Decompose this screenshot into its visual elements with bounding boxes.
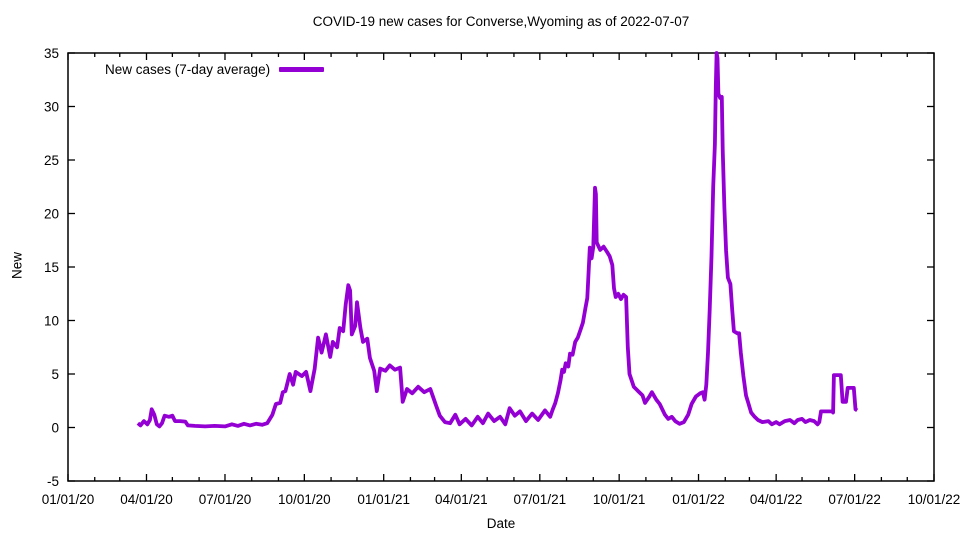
x-tick-label: 04/01/21 [435, 492, 488, 507]
x-tick-label: 04/01/20 [120, 492, 173, 507]
y-tick-label: -5 [47, 474, 59, 489]
x-tick-label: 04/01/22 [750, 492, 803, 507]
y-tick-label: 0 [51, 420, 59, 435]
legend-label: New cases (7-day average) [105, 62, 271, 77]
y-tick-label: 25 [44, 153, 59, 168]
y-tick-label: 10 [44, 313, 59, 328]
y-tick-label: 20 [44, 206, 59, 221]
x-tick-label: 07/01/21 [514, 492, 567, 507]
legend: New cases (7-day average) [105, 62, 325, 77]
tick-marks [67, 52, 935, 482]
y-tick-label: 35 [44, 46, 59, 61]
x-tick-label: 10/01/22 [908, 492, 960, 507]
y-tick-label: 5 [51, 367, 59, 382]
tick-labels: 01/01/20 04/01/20 07/01/20 10/01/20 01/01/21… [42, 46, 960, 507]
x-tick-label: 01/01/21 [357, 492, 410, 507]
legend-line-sample [279, 67, 325, 72]
chart-title: COVID-19 new cases for Converse,Wyoming … [312, 14, 690, 29]
x-axis-title: Date [486, 516, 516, 531]
x-tick-label: 10/01/20 [278, 492, 331, 507]
x-tick-label: 01/01/20 [42, 492, 95, 507]
new-cases-line [136, 51, 859, 429]
y-axis-title: New [9, 252, 25, 280]
x-tick-label: 07/01/22 [828, 492, 881, 507]
x-tick-label: 01/01/22 [672, 492, 725, 507]
x-tick-label: 10/01/21 [593, 492, 646, 507]
y-tick-label: 30 [44, 99, 59, 114]
y-tick-label: 15 [44, 260, 59, 275]
x-tick-label: 07/01/20 [199, 492, 252, 507]
